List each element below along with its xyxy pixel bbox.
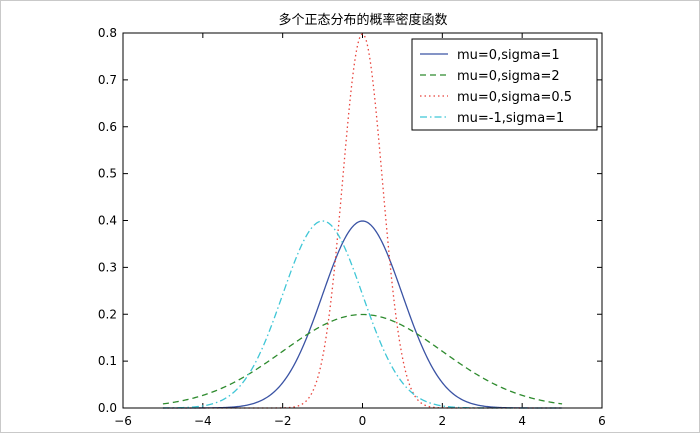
x-tick-label: −6	[114, 414, 132, 428]
x-tick-label: 2	[439, 414, 447, 428]
legend-label: mu=0,sigma=2	[457, 69, 560, 84]
x-tick-label: −2	[274, 414, 292, 428]
y-tick-label: 0.6	[98, 120, 117, 134]
y-tick-label: 0.2	[98, 307, 117, 321]
series-line-1	[162, 313, 563, 405]
x-tick-label: 4	[518, 414, 526, 428]
series-line-0	[162, 220, 563, 409]
y-tick-label: 0.7	[98, 73, 117, 87]
y-tick-label: 0.4	[98, 214, 117, 228]
series-line-2	[162, 33, 563, 409]
y-tick-label: 0.8	[98, 26, 117, 40]
x-tick-label: −4	[194, 414, 212, 428]
y-tick-label: 0.5	[98, 167, 117, 181]
plot-area-border	[122, 32, 603, 409]
chart-title: 多个正态分布的概率密度函数	[278, 12, 447, 28]
x-tick-label: 6	[598, 414, 606, 428]
legend-label: mu=0,sigma=0.5	[457, 90, 572, 105]
legend: mu=0,sigma=1 mu=0,sigma=2 mu=0,sigma=0.5 mu…	[411, 38, 598, 131]
legend-label: mu=-1,sigma=1	[457, 111, 564, 126]
legend-label: mu=0,sigma=1	[457, 48, 560, 63]
y-tick-label: 0.1	[98, 354, 117, 368]
y-tick-label: 0.3	[98, 260, 117, 274]
y-tick-label: 0.0	[98, 401, 117, 415]
x-tick-label: 0	[359, 414, 367, 428]
